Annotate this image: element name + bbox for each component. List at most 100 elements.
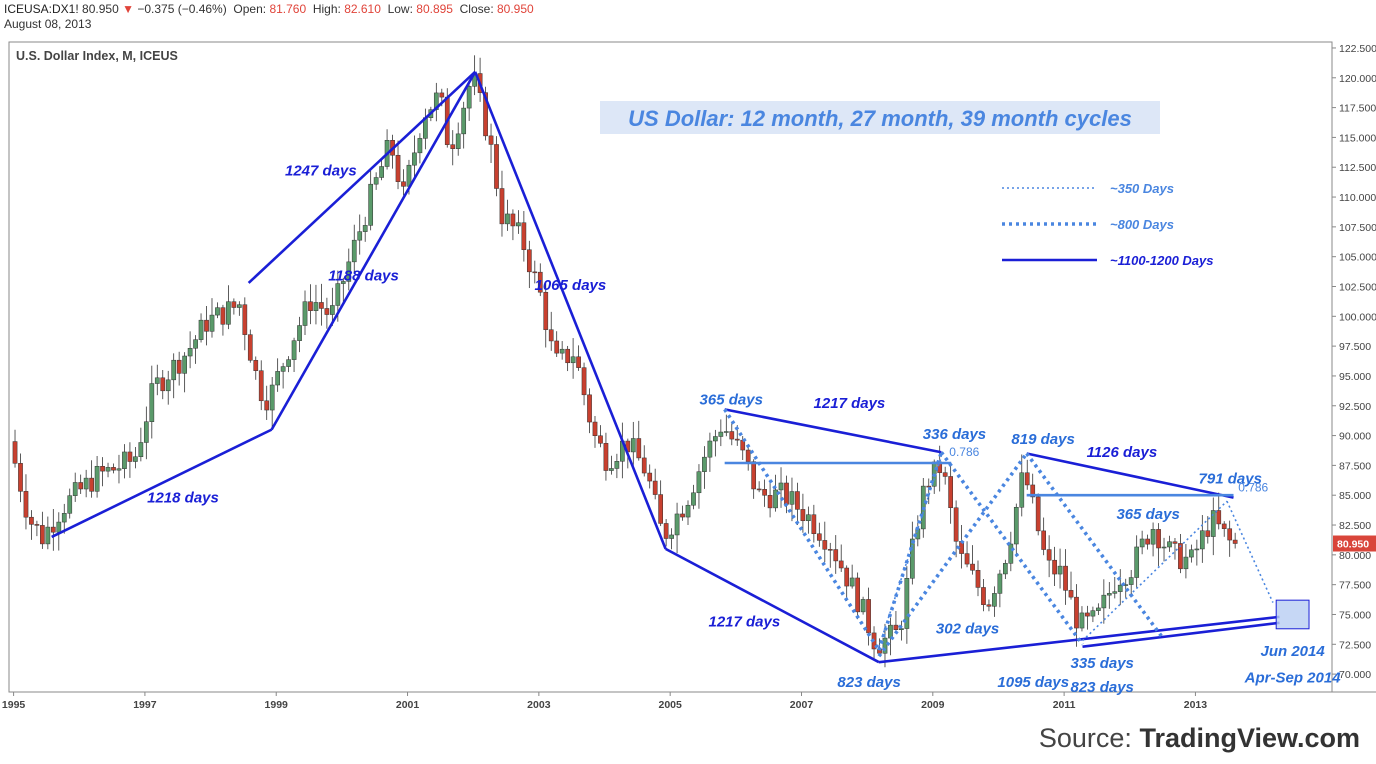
instrument-label: U.S. Dollar Index, M, ICEUS	[16, 49, 178, 63]
candle-up	[116, 468, 122, 471]
candle-down	[439, 92, 445, 98]
candle-down	[1172, 541, 1178, 544]
y-tick-label: 100.000	[1339, 311, 1376, 323]
plot-frame	[8, 41, 1333, 693]
candle-down	[319, 302, 324, 309]
candle-down	[658, 494, 664, 524]
candle-up	[149, 383, 155, 422]
candle-down	[970, 563, 975, 571]
cycle-annotation: 791 days	[1199, 470, 1262, 487]
legend-label: ~1100-1200 Days	[1110, 253, 1214, 268]
candle-down	[734, 438, 740, 441]
candle-down	[641, 457, 647, 474]
candle-down	[111, 467, 116, 471]
candle-down	[1221, 523, 1227, 529]
cycle-line-solid	[1026, 452, 1234, 499]
candle-up	[789, 491, 795, 505]
cycle-annotation: 1065 days	[535, 277, 607, 294]
low-value: 80.895	[416, 2, 453, 16]
high-label: High:	[312, 2, 341, 16]
candle-down	[603, 443, 609, 471]
candle-down	[253, 360, 259, 371]
candle-up	[570, 356, 576, 364]
source-brand[interactable]: TradingView.com	[1139, 723, 1360, 753]
candle-up	[1128, 577, 1134, 585]
candle-down	[975, 570, 981, 588]
cycle-line-solid	[51, 428, 273, 539]
y-tick-label: 107.500	[1339, 222, 1376, 234]
candle-up	[45, 526, 51, 545]
candle-down	[729, 431, 735, 440]
cycle-annotation: 0.786	[949, 445, 979, 459]
target-zone-box	[1275, 599, 1310, 630]
candle-up	[61, 513, 67, 523]
candle-up	[1057, 565, 1063, 575]
candle-up	[357, 231, 363, 241]
candle-up	[674, 513, 680, 536]
cycle-annotation: 0.786	[1238, 481, 1268, 495]
candle-up	[609, 468, 614, 471]
cycle-annotation: 1217 days	[708, 613, 780, 630]
candle-down	[652, 480, 658, 495]
candle-up	[1008, 543, 1014, 564]
candle-up	[379, 166, 384, 178]
candle-up	[215, 307, 220, 316]
candle-up	[773, 489, 778, 509]
candle-down	[1145, 538, 1150, 545]
cycle-line-solid	[270, 71, 477, 431]
candle-up	[702, 456, 707, 472]
candle-down	[1227, 528, 1233, 541]
candle-up	[718, 431, 724, 437]
candle-down	[981, 587, 986, 605]
candle-up	[297, 325, 302, 341]
candle-up	[806, 514, 811, 522]
change-arrow-icon: ▼	[122, 2, 134, 16]
candle-down	[450, 144, 456, 149]
candle-down	[827, 549, 833, 551]
y-tick-label: 112.500	[1339, 162, 1376, 174]
change-value: −0.375 (−0.46%)	[137, 2, 227, 16]
candle-up	[1161, 546, 1167, 549]
cycle-annotation: 302 days	[936, 621, 999, 638]
candle-up	[286, 359, 291, 367]
candle-up	[56, 521, 62, 533]
candle-up	[516, 222, 521, 227]
candle-down	[127, 451, 133, 462]
candle-down	[308, 301, 313, 311]
candle-up	[696, 471, 702, 494]
candle-up	[280, 366, 286, 372]
x-tick-label: 1995	[2, 699, 26, 711]
y-tick-label: 82.500	[1339, 520, 1371, 532]
candle-up	[182, 355, 187, 374]
cycle-line-fine	[1226, 500, 1274, 603]
candle-up	[1003, 563, 1008, 575]
candle-down	[576, 356, 581, 368]
candle-down	[242, 304, 248, 335]
close-label: Close:	[459, 2, 494, 16]
candle-up	[1189, 549, 1194, 558]
candle-up	[1101, 594, 1107, 609]
candle-up	[1210, 510, 1216, 537]
candle-down	[395, 154, 401, 182]
candle-down	[822, 540, 828, 550]
candle-up	[849, 577, 855, 587]
candle-down	[1024, 472, 1030, 486]
open-value: 81.760	[269, 2, 307, 16]
candle-down	[510, 213, 516, 227]
y-tick-label: 105.000	[1339, 252, 1376, 264]
candle-down	[948, 476, 953, 509]
candle-down	[231, 301, 237, 308]
cycle-annotation: Apr-Sep 2014	[1244, 669, 1342, 686]
candle-down	[1052, 559, 1057, 575]
cycle-annotation: 1247 days	[285, 163, 357, 180]
cycle-annotation: 1217 days	[814, 395, 886, 412]
candle-up	[187, 348, 193, 357]
candle-down	[1085, 612, 1090, 617]
candle-down	[1205, 530, 1211, 537]
candle-up	[505, 213, 510, 225]
cycle-annotation: 335 days	[1071, 655, 1134, 672]
candle-down	[78, 482, 84, 490]
candle-down	[247, 334, 253, 361]
x-tick-label: 1999	[265, 699, 289, 711]
